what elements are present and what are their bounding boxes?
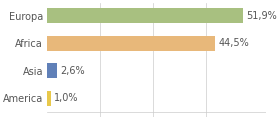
Bar (47, 91, 51, 106)
Text: 51,9%: 51,9% (246, 11, 277, 21)
Bar (47, 8, 243, 23)
Text: 44,5%: 44,5% (218, 38, 249, 48)
Text: 1,0%: 1,0% (54, 93, 78, 103)
Bar (47, 63, 57, 78)
Bar (47, 36, 215, 51)
Text: 2,6%: 2,6% (60, 66, 85, 76)
